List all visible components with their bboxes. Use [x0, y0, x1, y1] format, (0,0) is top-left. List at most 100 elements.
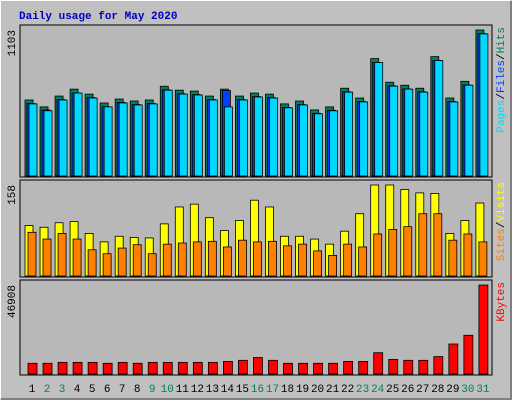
chart-title: Daily usage for May 2020 — [19, 11, 177, 23]
x-tick-label: 6 — [104, 384, 111, 396]
bar — [388, 358, 399, 375]
bar — [148, 103, 158, 177]
bar — [117, 361, 128, 375]
x-tick-label: 26 — [401, 384, 414, 396]
bar — [117, 247, 127, 277]
bar — [72, 361, 83, 375]
bar — [208, 99, 218, 177]
bar — [57, 361, 68, 375]
bar — [343, 361, 354, 375]
bar — [433, 213, 443, 277]
x-tick-label: 24 — [371, 384, 385, 396]
bar — [434, 60, 444, 177]
x-tick-label: 5 — [89, 384, 96, 396]
bar — [192, 241, 202, 277]
bar — [253, 357, 263, 375]
x-tick-label: 25 — [386, 384, 399, 396]
bar — [162, 243, 172, 277]
bar — [328, 255, 338, 277]
bar — [479, 33, 489, 177]
x-tick-label: 19 — [296, 384, 309, 396]
bar — [43, 110, 53, 177]
x-tick-label: 30 — [461, 384, 474, 396]
bar — [283, 245, 292, 277]
bar — [403, 359, 414, 375]
bar — [314, 113, 323, 177]
bar — [448, 239, 458, 277]
bar — [177, 242, 187, 277]
legend-entry: Visits — [496, 182, 508, 222]
bar — [133, 104, 143, 177]
x-tick-label: 9 — [149, 384, 156, 396]
bar — [403, 226, 413, 277]
bar — [449, 101, 459, 177]
bar — [284, 107, 293, 177]
bar — [388, 229, 398, 277]
bar — [72, 238, 82, 277]
bar — [463, 233, 473, 277]
bar — [268, 240, 277, 277]
bar — [103, 106, 113, 177]
legend: KBytes — [496, 282, 508, 322]
legend: Pages/Files/Hits — [496, 27, 508, 133]
legend-entry: Hits — [496, 27, 508, 53]
bar — [132, 244, 142, 277]
bar — [102, 253, 112, 277]
bar — [118, 102, 128, 177]
x-tick-label: 22 — [341, 384, 354, 396]
x-tick-label: 14 — [221, 384, 235, 396]
y-tick-label: 158 — [7, 185, 19, 205]
bar — [102, 362, 113, 375]
bar — [162, 361, 173, 375]
x-tick-label: 18 — [281, 384, 294, 396]
bar — [478, 284, 489, 375]
x-tick-label: 20 — [311, 384, 324, 396]
legend-entry: KBytes — [496, 282, 508, 322]
bar — [313, 250, 322, 277]
x-tick-label: 12 — [191, 384, 204, 396]
bar — [57, 233, 67, 277]
bar — [222, 361, 233, 375]
bar — [359, 101, 369, 177]
bar — [177, 361, 188, 375]
legend-entry: Sites — [496, 228, 508, 261]
bar — [298, 362, 308, 375]
bar — [358, 361, 369, 375]
bar — [268, 359, 278, 375]
x-tick-label: 28 — [431, 384, 444, 396]
y-tick-label: 46908 — [7, 285, 19, 318]
bar — [254, 96, 263, 177]
x-tick-label: 10 — [161, 384, 174, 396]
x-tick-label: 7 — [119, 384, 126, 396]
bar — [448, 343, 459, 375]
bar — [299, 104, 308, 177]
bar — [88, 97, 98, 177]
x-tick-label: 2 — [44, 384, 51, 396]
bar — [163, 89, 173, 177]
legend-entry: Pages — [496, 100, 508, 133]
bar — [283, 362, 293, 375]
bar — [87, 361, 98, 375]
x-tick-label: 23 — [356, 384, 369, 396]
bar — [433, 356, 444, 375]
bar — [238, 239, 247, 277]
bar — [329, 110, 339, 177]
bar — [223, 106, 233, 177]
bar — [42, 362, 53, 375]
bar — [404, 88, 414, 177]
bar — [239, 99, 248, 177]
bar — [373, 352, 384, 375]
bar — [178, 93, 188, 177]
bar — [358, 246, 368, 277]
bar — [27, 362, 38, 375]
bar — [419, 91, 429, 177]
bar — [418, 359, 429, 375]
bar — [463, 334, 474, 375]
x-tick-label: 27 — [416, 384, 429, 396]
x-tick-label: 21 — [326, 384, 340, 396]
bar — [389, 85, 399, 177]
x-tick-label: 4 — [74, 384, 81, 396]
x-tick-label: 31 — [476, 384, 490, 396]
bar — [253, 241, 262, 277]
